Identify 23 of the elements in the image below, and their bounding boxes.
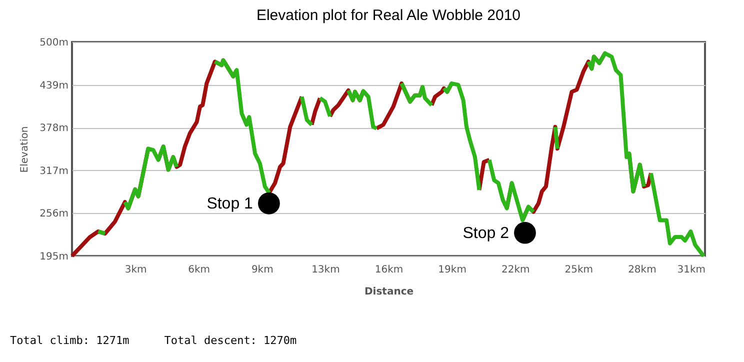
x-tick-label: 6km xyxy=(188,264,210,276)
y-axis-title: Elevation xyxy=(20,126,31,173)
x-tick-label: 22km xyxy=(501,264,530,276)
annotation: Stop 1 xyxy=(206,195,254,212)
x-axis-title: Distance xyxy=(364,286,414,298)
x-tick-label: 19km xyxy=(438,264,466,276)
y-tick-label: 195m xyxy=(40,252,68,262)
y-tick-label: 317m xyxy=(40,166,68,177)
x-tick-label: 9km xyxy=(251,264,274,276)
y-tick-label: 500m xyxy=(40,38,68,48)
x-tick-label: 25km xyxy=(564,264,594,276)
text: Total climb: 1271m xyxy=(10,334,130,347)
x-tick-label: 28km xyxy=(628,264,656,276)
chart-title: Elevation plot for Real Ale Wobble 2010 xyxy=(256,7,521,24)
x-tick-label: 3km xyxy=(124,264,147,276)
text: Total descent: 1270m xyxy=(164,334,297,347)
y-tick-label: 256m xyxy=(40,208,68,220)
x-tick-label: 31km xyxy=(677,264,706,276)
x-tick-label: 16km xyxy=(374,264,404,276)
y-tick-label: 378m xyxy=(40,123,68,134)
x-tick-label: 13km xyxy=(312,264,340,276)
annotation: Stop 2 xyxy=(462,224,510,242)
y-tick-label: 439m xyxy=(40,80,68,92)
